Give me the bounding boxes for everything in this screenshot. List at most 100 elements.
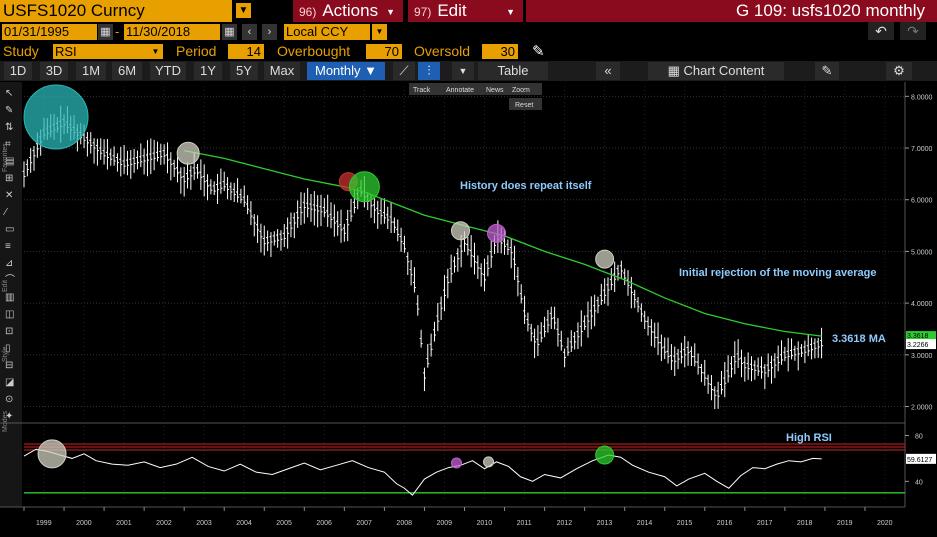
actions-label: Actions — [322, 1, 379, 20]
y-tick-label: 7.0000 — [911, 146, 933, 153]
edit-number: 97) — [414, 5, 432, 19]
ma-value-tag — [906, 331, 936, 341]
drawing-tool-icon: ▭ — [5, 224, 14, 235]
drawing-tool-icon: ⊿ — [5, 258, 13, 269]
overbought-label: Overbought — [277, 43, 351, 59]
x-tick-label: 2005 — [276, 520, 292, 527]
end-date-field[interactable]: 11/30/2018 — [124, 24, 220, 40]
chevron-down-icon: ▼ — [506, 7, 515, 17]
oversold-field[interactable]: 30 — [482, 44, 518, 59]
tab-6m[interactable]: 6M — [112, 62, 142, 80]
rail-label-modes: Modes — [2, 410, 9, 432]
x-tick-label: 2001 — [116, 520, 132, 527]
oversold-label: Oversold — [414, 43, 471, 59]
x-tick-label: 2010 — [477, 520, 493, 527]
edit-menu[interactable]: 97) Edit ▼ — [408, 0, 523, 22]
chart-area[interactable]: ↖ ✎ ⇅ ⌗ ▤ ⊞ ✕ ⁄ ▭ ≡ ⊿ ⌒ ▥ ◫ ⊡ ▯ ⊟ ◪ ⊙ ✦ Favorites Edit Style Mo… — [0, 82, 937, 537]
x-tick-label: 2002 — [156, 520, 172, 527]
period-label: Period — [176, 43, 217, 59]
rail-label-style: Style — [2, 346, 9, 362]
highlight-circle — [23, 84, 89, 150]
start-date-field[interactable]: 01/31/1995 — [2, 24, 97, 40]
ticker-field[interactable]: USFS1020 Curncy — [0, 0, 232, 22]
drawing-tool-icon: ◪ — [5, 377, 14, 388]
tab-1y[interactable]: 1Y — [194, 62, 222, 80]
tab-5y[interactable]: 5Y — [230, 62, 258, 80]
y-tick-label: 2.0000 — [911, 404, 933, 411]
undo-icon[interactable]: ↶ — [868, 22, 894, 40]
tool-news[interactable]: News — [486, 87, 504, 94]
tab-max[interactable]: Max — [264, 62, 300, 80]
x-tick-label: 2012 — [557, 520, 573, 527]
gear-icon[interactable]: ⚙ — [886, 62, 912, 80]
chart-content-button[interactable]: ▦ Chart Content — [648, 62, 784, 80]
highlight-circle — [450, 221, 470, 241]
rsi-value-label: 59.6127 — [907, 457, 932, 464]
calendar-icon[interactable]: ▦ — [98, 24, 113, 40]
study-field[interactable]: RSI — [53, 44, 153, 59]
overbought-field[interactable]: 70 — [366, 44, 402, 59]
chart-content-label: Chart Content — [683, 63, 765, 78]
drawing-tool-icon: ✦ — [5, 411, 13, 422]
x-tick-label: 2008 — [396, 520, 412, 527]
chart-content-icon: ▦ — [667, 63, 680, 78]
drawing-tool-icon: ✕ — [5, 190, 13, 201]
chevron-down-icon[interactable]: ▼ — [452, 62, 474, 80]
y-tick-label: 8.0000 — [911, 94, 933, 101]
x-tick-label: 2014 — [637, 520, 653, 527]
reset-button[interactable] — [509, 98, 542, 110]
x-tick-label: 2009 — [436, 520, 452, 527]
line-chart-icon[interactable]: ⟋ — [393, 62, 415, 80]
redo-icon[interactable]: ↷ — [900, 22, 926, 40]
tab-1m[interactable]: 1M — [76, 62, 106, 80]
edit-chart-icon[interactable]: ✎ — [815, 62, 839, 80]
frequency-dropdown[interactable]: Monthly ▼ — [307, 62, 385, 80]
chevron-down-icon[interactable]: ▼ — [372, 24, 387, 40]
ticker-dropdown-icon[interactable]: ▼ — [236, 3, 251, 18]
pencil-icon[interactable]: ✎ — [532, 43, 545, 60]
x-tick-label: 2004 — [236, 520, 252, 527]
rsi-highlight-circle — [483, 456, 495, 468]
tool-zoom[interactable]: Zoom — [512, 87, 530, 94]
collapse-icon[interactable]: « — [596, 62, 620, 80]
annotation-high-rsi: High RSI — [786, 432, 832, 444]
drawing-tool-icon: ✎ — [5, 105, 13, 116]
drawing-tool-icon: ≡ — [5, 241, 11, 252]
x-tick-label: 2000 — [76, 520, 92, 527]
period-field[interactable]: 14 — [228, 44, 264, 59]
drawing-tool-icon: ▤ — [5, 156, 14, 167]
last-price-tag — [906, 339, 936, 350]
rsi-y-tick-label: 80 — [915, 433, 923, 440]
x-tick-label: 1999 — [36, 520, 52, 527]
x-tick-label: 2016 — [717, 520, 733, 527]
tab-1d[interactable]: 1D — [4, 62, 32, 80]
y-tick-label: 3.0000 — [911, 353, 933, 360]
left-tool-rail — [0, 82, 22, 507]
tool-annotate[interactable]: Annotate — [446, 87, 474, 94]
calendar-icon[interactable]: ▦ — [222, 24, 237, 40]
x-tick-label: 2015 — [677, 520, 693, 527]
chevron-down-icon[interactable]: ▼ — [148, 44, 163, 59]
drawing-tool-icon: ▥ — [5, 292, 14, 303]
drawing-tool-icon: ⊡ — [5, 326, 13, 337]
x-tick-label: 2013 — [597, 520, 613, 527]
drawing-tool-icon: ▯ — [5, 343, 11, 354]
drawing-tool-icon: ⌗ — [5, 139, 11, 150]
actions-menu[interactable]: 96) Actions ▼ — [293, 0, 403, 22]
drawing-tool-icon: ◫ — [5, 309, 14, 320]
tab-3d[interactable]: 3D — [40, 62, 68, 80]
table-button[interactable]: Table — [478, 62, 548, 80]
tool-track[interactable]: Track — [413, 87, 431, 94]
tab-ytd[interactable]: YTD — [150, 62, 186, 80]
bar-chart-icon[interactable]: ⫶ — [418, 62, 440, 80]
ma-value-label: 3.3618 — [907, 333, 929, 340]
annotation-ma: 3.3618 MA — [832, 333, 886, 345]
study-label: Study — [3, 43, 39, 59]
annotation-history: History does repeat itself — [460, 180, 592, 192]
frequency-label: Monthly — [314, 63, 361, 78]
actions-number: 96) — [299, 5, 317, 19]
next-arrow-icon[interactable]: › — [262, 24, 277, 40]
drawing-tool-icon: ⁄ — [2, 207, 8, 218]
prev-arrow-icon[interactable]: ‹ — [242, 24, 257, 40]
currency-field[interactable]: Local CCY — [284, 24, 370, 40]
